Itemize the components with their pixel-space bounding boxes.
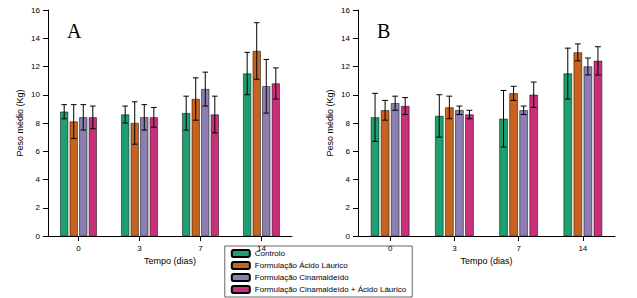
svg-text:6: 6	[346, 147, 351, 156]
svg-text:3: 3	[452, 244, 457, 253]
svg-text:2: 2	[346, 203, 351, 212]
svg-text:Formulação Ácido Láurico: Formulação Ácido Láurico	[255, 261, 348, 270]
svg-text:Peso médio (Kg): Peso médio (Kg)	[15, 89, 25, 156]
svg-text:Tempo (dias): Tempo (dias)	[144, 256, 196, 266]
svg-text:4: 4	[36, 175, 41, 184]
svg-text:Formulação Cinamaldeído: Formulação Cinamaldeído	[255, 273, 349, 282]
svg-text:0: 0	[346, 232, 351, 241]
svg-text:8: 8	[36, 119, 41, 128]
svg-text:12: 12	[31, 62, 40, 71]
svg-text:A: A	[67, 20, 82, 42]
svg-text:12: 12	[341, 62, 350, 71]
svg-text:Tempo (dias): Tempo (dias)	[460, 256, 512, 266]
svg-text:10: 10	[31, 90, 40, 99]
svg-text:2: 2	[36, 203, 41, 212]
svg-text:Peso médio (Kg): Peso médio (Kg)	[325, 89, 335, 156]
svg-text:10: 10	[341, 90, 350, 99]
svg-text:16: 16	[31, 6, 40, 15]
svg-text:4: 4	[346, 175, 351, 184]
svg-text:Formulação Cinamaldeído + Ácid: Formulação Cinamaldeído + Ácido Láurico	[255, 285, 407, 294]
svg-text:Controlo: Controlo	[255, 249, 286, 258]
svg-text:14: 14	[341, 34, 350, 43]
svg-text:B: B	[377, 20, 390, 42]
svg-text:0: 0	[36, 232, 41, 241]
svg-text:7: 7	[516, 244, 521, 253]
svg-text:14: 14	[31, 34, 40, 43]
svg-text:0: 0	[76, 244, 81, 253]
svg-text:14: 14	[578, 244, 587, 253]
svg-text:8: 8	[346, 119, 351, 128]
svg-text:3: 3	[137, 244, 142, 253]
svg-text:7: 7	[198, 244, 203, 253]
svg-text:6: 6	[36, 147, 41, 156]
svg-text:16: 16	[341, 6, 350, 15]
